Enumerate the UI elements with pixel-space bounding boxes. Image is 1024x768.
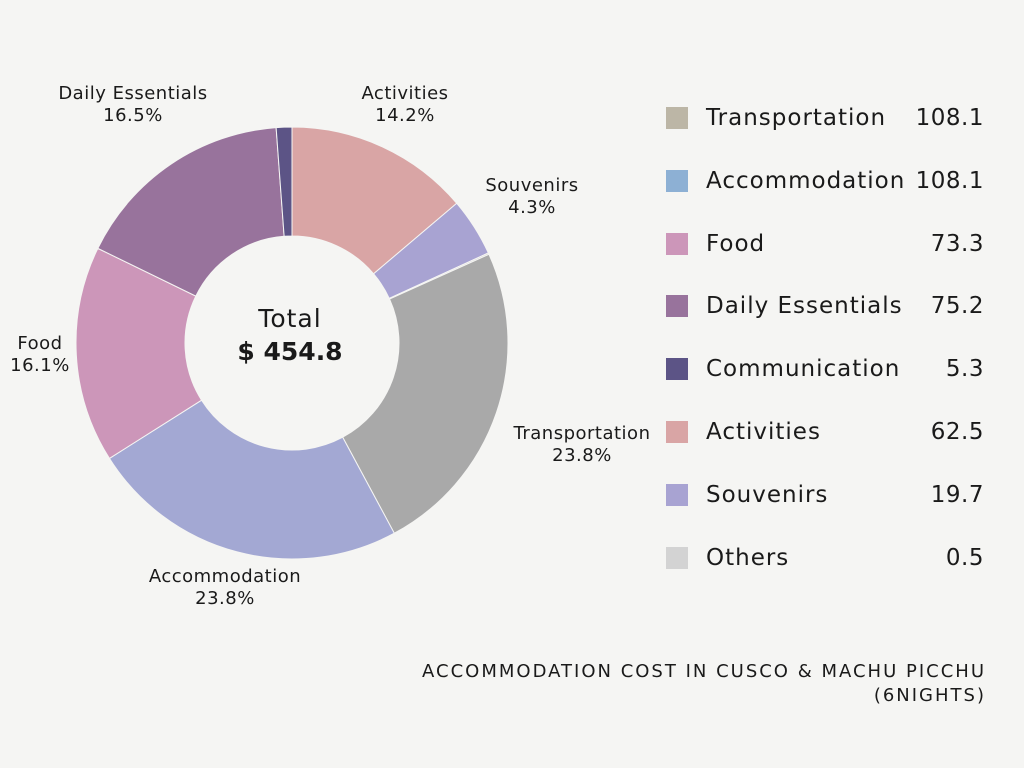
- legend-label: Food: [706, 230, 766, 257]
- slice-label-percent: 16.5%: [103, 105, 163, 126]
- legend-item-activities: Activities 62.5: [666, 412, 986, 475]
- slice-label-name: Daily Essentials: [58, 83, 208, 104]
- legend-value: 75.2: [930, 293, 984, 320]
- slice-label-daily-essentials: Daily Essentials 16.5%: [18, 83, 248, 127]
- legend-item-others: Others 0.5: [666, 538, 986, 601]
- legend-value: 73.3: [930, 230, 984, 257]
- legend-value: 108.1: [915, 167, 984, 194]
- donut-hole: [185, 236, 399, 450]
- legend-value: 62.5: [930, 418, 984, 445]
- legend: Transportation 108.1 Accommodation 108.1 Foo…: [666, 98, 986, 600]
- caption-line-1: ACCOMMODATION COST IN CUSCO & MACHU PICC…: [422, 661, 986, 682]
- slice-label-name: Activities: [361, 83, 449, 104]
- legend-label: Activities: [706, 418, 821, 445]
- legend-item-accommodation: Accommodation 108.1: [666, 161, 986, 224]
- legend-item-communication: Communication 5.3: [666, 349, 986, 412]
- legend-swatch: [666, 546, 688, 569]
- legend-value: 0.5: [945, 544, 984, 571]
- center-total: Total $ 454.8: [190, 303, 390, 369]
- legend-item-transportation: Transportation 108.1: [666, 98, 986, 161]
- slice-label-accommodation: Accommodation 23.8%: [125, 566, 325, 610]
- legend-label: Accommodation: [706, 167, 906, 194]
- donut-svg: [75, 126, 509, 560]
- slice-label-name: Food: [17, 333, 63, 354]
- legend-swatch: [666, 107, 688, 129]
- slice-label-percent: 14.2%: [375, 105, 435, 126]
- legend-label: Souvenirs: [706, 481, 829, 508]
- slice-label-percent: 16.1%: [10, 355, 70, 376]
- chart-caption: ACCOMMODATION COST IN CUSCO & MACHU PICC…: [422, 660, 986, 708]
- legend-item-daily-essentials: Daily Essentials 75.2: [666, 286, 986, 349]
- slice-label-name: Souvenirs: [485, 175, 579, 196]
- legend-swatch: [666, 232, 688, 255]
- slice-label-food: Food 16.1%: [0, 333, 80, 377]
- legend-value: 108.1: [915, 105, 984, 131]
- legend-swatch: [666, 483, 688, 506]
- center-total-value: $ 454.8: [237, 337, 343, 366]
- slice-label-percent: 23.8%: [195, 588, 255, 609]
- legend-value: 5.3: [945, 356, 984, 383]
- slice-label-name: Accommodation: [148, 566, 302, 587]
- slice-label-percent: 4.3%: [508, 197, 556, 218]
- caption-line-2: (6NIGHTS): [873, 685, 986, 706]
- legend-item-food: Food 73.3: [666, 224, 986, 287]
- slice-label-name: Transportation: [513, 423, 651, 444]
- legend-swatch: [666, 358, 688, 381]
- legend-swatch: [666, 420, 688, 443]
- legend-label: Communication: [706, 356, 901, 383]
- slice-label-transportation: Transportation 23.8%: [500, 423, 664, 467]
- legend-label: Transportation: [706, 105, 887, 131]
- legend-label: Daily Essentials: [706, 293, 903, 320]
- legend-item-souvenirs: Souvenirs 19.7: [666, 475, 986, 538]
- donut-chart: Total $ 454.8 Daily Essentials 16.5% Act…: [0, 83, 650, 610]
- legend-label: Others: [706, 544, 790, 571]
- legend-value: 19.7: [930, 481, 984, 508]
- legend-swatch: [666, 295, 688, 318]
- legend-swatch: [666, 169, 688, 192]
- slice-label-percent: 23.8%: [552, 445, 612, 466]
- slice-label-activities: Activities 14.2%: [340, 83, 470, 127]
- center-total-label: Total: [258, 304, 322, 333]
- slice-label-souvenirs: Souvenirs 4.3%: [472, 175, 592, 219]
